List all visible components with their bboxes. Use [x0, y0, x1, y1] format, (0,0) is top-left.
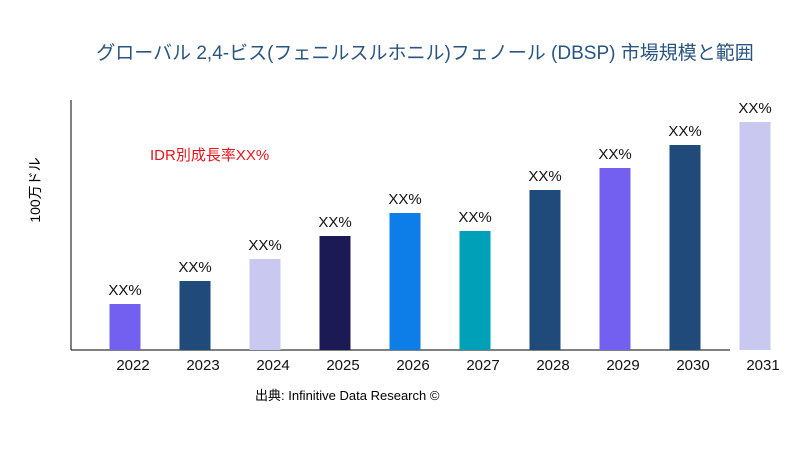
data-label-2027: XX%	[458, 209, 491, 226]
data-label-2030: XX%	[668, 123, 701, 140]
data-label-2026: XX%	[388, 191, 421, 208]
bar-2025	[319, 236, 351, 350]
x-tick-label-2030: 2030	[676, 357, 709, 374]
data-label-2023: XX%	[178, 259, 211, 276]
bar-2029	[599, 168, 631, 350]
bar-2031	[739, 122, 771, 350]
source-note: 出典: Infinitive Data Research ©	[255, 388, 440, 403]
x-tick-label-2024: 2024	[256, 357, 289, 374]
x-tick-label-2026: 2026	[396, 357, 429, 374]
chart-title: グローバル 2,4-ビス(フェニルスルホニル)フェノール (DBSP) 市場規模…	[96, 42, 753, 64]
x-tick-label-2031: 2031	[746, 357, 779, 374]
x-tick-label-2029: 2029	[606, 357, 639, 374]
bar-2022	[109, 304, 141, 350]
y-axis-label: 100万ドル	[27, 157, 43, 222]
growth-annotation: IDR別成長率XX%	[150, 147, 269, 164]
data-label-2024: XX%	[248, 237, 281, 254]
bar-2023	[179, 281, 211, 350]
data-label-2031: XX%	[738, 100, 771, 117]
data-label-2025: XX%	[318, 214, 351, 231]
data-label-2029: XX%	[598, 146, 631, 163]
x-tick-label-2028: 2028	[536, 357, 569, 374]
bar-2028	[529, 190, 561, 350]
bar-2027	[459, 231, 491, 350]
data-label-2022: XX%	[108, 282, 141, 299]
x-tick-label-2027: 2027	[466, 357, 499, 374]
bar-2024	[249, 259, 281, 350]
x-tick-label-2025: 2025	[326, 357, 359, 374]
x-tick-label-2022: 2022	[116, 357, 149, 374]
bar-2026	[389, 213, 421, 350]
bar-2030	[669, 145, 701, 350]
x-tick-label-2023: 2023	[186, 357, 219, 374]
data-label-2028: XX%	[528, 168, 561, 185]
